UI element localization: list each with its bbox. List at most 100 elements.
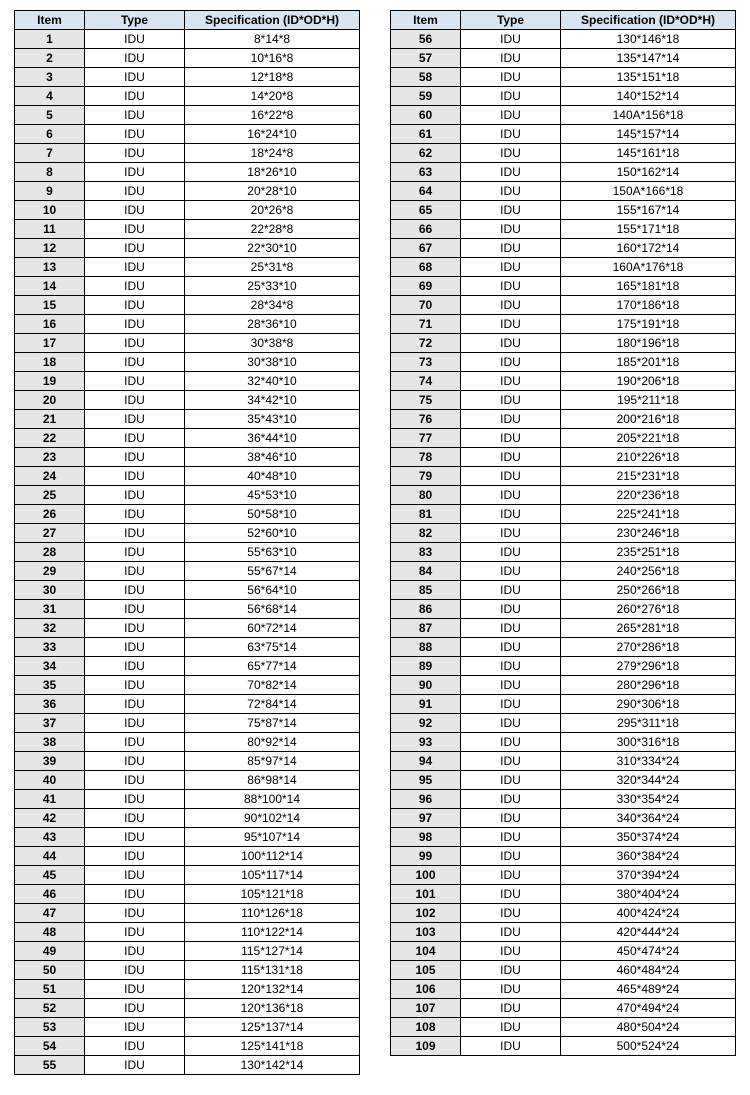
table-row: 27IDU52*60*10	[15, 524, 360, 543]
table-row: 9IDU20*28*10	[15, 182, 360, 201]
spec-cell: 35*43*10	[185, 410, 360, 429]
table-row: 96IDU330*354*24	[391, 790, 736, 809]
table-row: 45IDU105*117*14	[15, 866, 360, 885]
spec-cell: 28*36*10	[185, 315, 360, 334]
table-row: 37IDU75*87*14	[15, 714, 360, 733]
table-row: 108IDU480*504*24	[391, 1018, 736, 1037]
table-row: 32IDU60*72*14	[15, 619, 360, 638]
item-cell: 51	[15, 980, 85, 999]
table-row: 109IDU500*524*24	[391, 1037, 736, 1056]
type-cell: IDU	[85, 809, 185, 828]
spec-cell: 22*30*10	[185, 239, 360, 258]
spec-cell: 8*14*8	[185, 30, 360, 49]
table-row: 56IDU130*146*18	[391, 30, 736, 49]
table-row: 52IDU120*136*18	[15, 999, 360, 1018]
type-cell: IDU	[85, 866, 185, 885]
table-row: 1IDU8*14*8	[15, 30, 360, 49]
type-cell: IDU	[461, 467, 561, 486]
table-row: 31IDU56*68*14	[15, 600, 360, 619]
item-cell: 85	[391, 581, 461, 600]
spec-cell: 90*102*14	[185, 809, 360, 828]
spec-cell: 72*84*14	[185, 695, 360, 714]
table-row: 74IDU190*206*18	[391, 372, 736, 391]
spec-cell: 145*157*14	[561, 125, 736, 144]
item-cell: 29	[15, 562, 85, 581]
table-row: 46IDU105*121*18	[15, 885, 360, 904]
item-cell: 46	[15, 885, 85, 904]
spec-cell: 140*152*14	[561, 87, 736, 106]
item-cell: 42	[15, 809, 85, 828]
type-cell: IDU	[85, 676, 185, 695]
table-row: 64IDU150A*166*18	[391, 182, 736, 201]
spec-cell: 65*77*14	[185, 657, 360, 676]
type-cell: IDU	[85, 657, 185, 676]
table-row: 82IDU230*246*18	[391, 524, 736, 543]
spec-cell: 500*524*24	[561, 1037, 736, 1056]
type-cell: IDU	[461, 239, 561, 258]
item-cell: 53	[15, 1018, 85, 1037]
type-cell: IDU	[461, 315, 561, 334]
table-row: 54IDU125*141*18	[15, 1037, 360, 1056]
item-cell: 52	[15, 999, 85, 1018]
item-cell: 27	[15, 524, 85, 543]
type-cell: IDU	[461, 486, 561, 505]
item-cell: 73	[391, 353, 461, 372]
spec-cell: 86*98*14	[185, 771, 360, 790]
item-cell: 36	[15, 695, 85, 714]
item-cell: 97	[391, 809, 461, 828]
type-cell: IDU	[85, 334, 185, 353]
spec-cell: 240*256*18	[561, 562, 736, 581]
spec-cell: 10*16*8	[185, 49, 360, 68]
table-row: 90IDU280*296*18	[391, 676, 736, 695]
type-cell: IDU	[461, 68, 561, 87]
type-cell: IDU	[85, 315, 185, 334]
type-cell: IDU	[461, 353, 561, 372]
type-cell: IDU	[461, 980, 561, 999]
table-row: 93IDU300*316*18	[391, 733, 736, 752]
table-row: 67IDU160*172*14	[391, 239, 736, 258]
item-cell: 26	[15, 505, 85, 524]
item-cell: 40	[15, 771, 85, 790]
col-header-type: Type	[461, 11, 561, 30]
table-row: 2IDU10*16*8	[15, 49, 360, 68]
type-cell: IDU	[85, 714, 185, 733]
item-cell: 37	[15, 714, 85, 733]
spec-cell: 56*68*14	[185, 600, 360, 619]
type-cell: IDU	[461, 866, 561, 885]
spec-cell: 250*266*18	[561, 581, 736, 600]
table-row: 69IDU165*181*18	[391, 277, 736, 296]
spec-cell: 115*127*14	[185, 942, 360, 961]
spec-cell: 38*46*10	[185, 448, 360, 467]
type-cell: IDU	[85, 87, 185, 106]
spec-cell: 56*64*10	[185, 581, 360, 600]
spec-cell: 105*117*14	[185, 866, 360, 885]
type-cell: IDU	[85, 999, 185, 1018]
item-cell: 88	[391, 638, 461, 657]
type-cell: IDU	[461, 410, 561, 429]
item-cell: 48	[15, 923, 85, 942]
item-cell: 72	[391, 334, 461, 353]
type-cell: IDU	[461, 448, 561, 467]
spec-cell: 20*26*8	[185, 201, 360, 220]
table-row: 99IDU360*384*24	[391, 847, 736, 866]
spec-cell: 55*67*14	[185, 562, 360, 581]
item-cell: 41	[15, 790, 85, 809]
item-cell: 102	[391, 904, 461, 923]
table-row: 14IDU25*33*10	[15, 277, 360, 296]
table-row: 60IDU140A*156*18	[391, 106, 736, 125]
type-cell: IDU	[461, 923, 561, 942]
item-cell: 20	[15, 391, 85, 410]
spec-cell: 290*306*18	[561, 695, 736, 714]
spec-cell: 14*20*8	[185, 87, 360, 106]
item-cell: 65	[391, 201, 461, 220]
spec-cell: 150*162*14	[561, 163, 736, 182]
type-cell: IDU	[461, 828, 561, 847]
table-row: 94IDU310*334*24	[391, 752, 736, 771]
type-cell: IDU	[85, 125, 185, 144]
type-cell: IDU	[85, 239, 185, 258]
spec-cell: 32*40*10	[185, 372, 360, 391]
spec-cell: 320*344*24	[561, 771, 736, 790]
type-cell: IDU	[461, 30, 561, 49]
spec-cell: 165*181*18	[561, 277, 736, 296]
item-cell: 33	[15, 638, 85, 657]
